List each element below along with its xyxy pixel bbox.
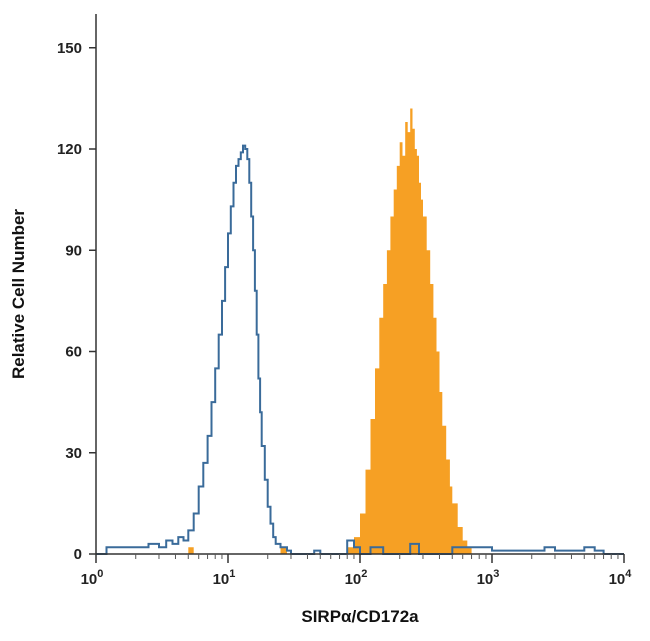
- y-tick-label: 120: [57, 141, 82, 158]
- y-axis-title: Relative Cell Number: [9, 209, 28, 379]
- x-tick-label: 103: [477, 568, 500, 588]
- x-tick-label: 101: [213, 568, 236, 588]
- x-tick-label: 104: [609, 568, 633, 588]
- histogram-series-1-filled: [96, 108, 624, 554]
- histogram-series-0-outline: [96, 144, 624, 555]
- y-tick-label: 150: [57, 40, 82, 57]
- x-tick-label: 100: [81, 568, 104, 588]
- y-tick-label: 30: [65, 445, 82, 462]
- axes: [95, 14, 624, 555]
- y-tick-label: 0: [74, 546, 82, 563]
- x-tick-label: 102: [345, 568, 368, 588]
- x-axis-ticks: 100 101 102 103 104: [81, 554, 633, 588]
- plot-area: [96, 108, 624, 555]
- y-axis-ticks: 0 30 60 90 120 150: [57, 40, 96, 563]
- y-tick-label: 90: [65, 242, 82, 259]
- y-tick-label: 60: [65, 344, 82, 361]
- x-axis-title: SIRPα/CD172a: [301, 607, 419, 626]
